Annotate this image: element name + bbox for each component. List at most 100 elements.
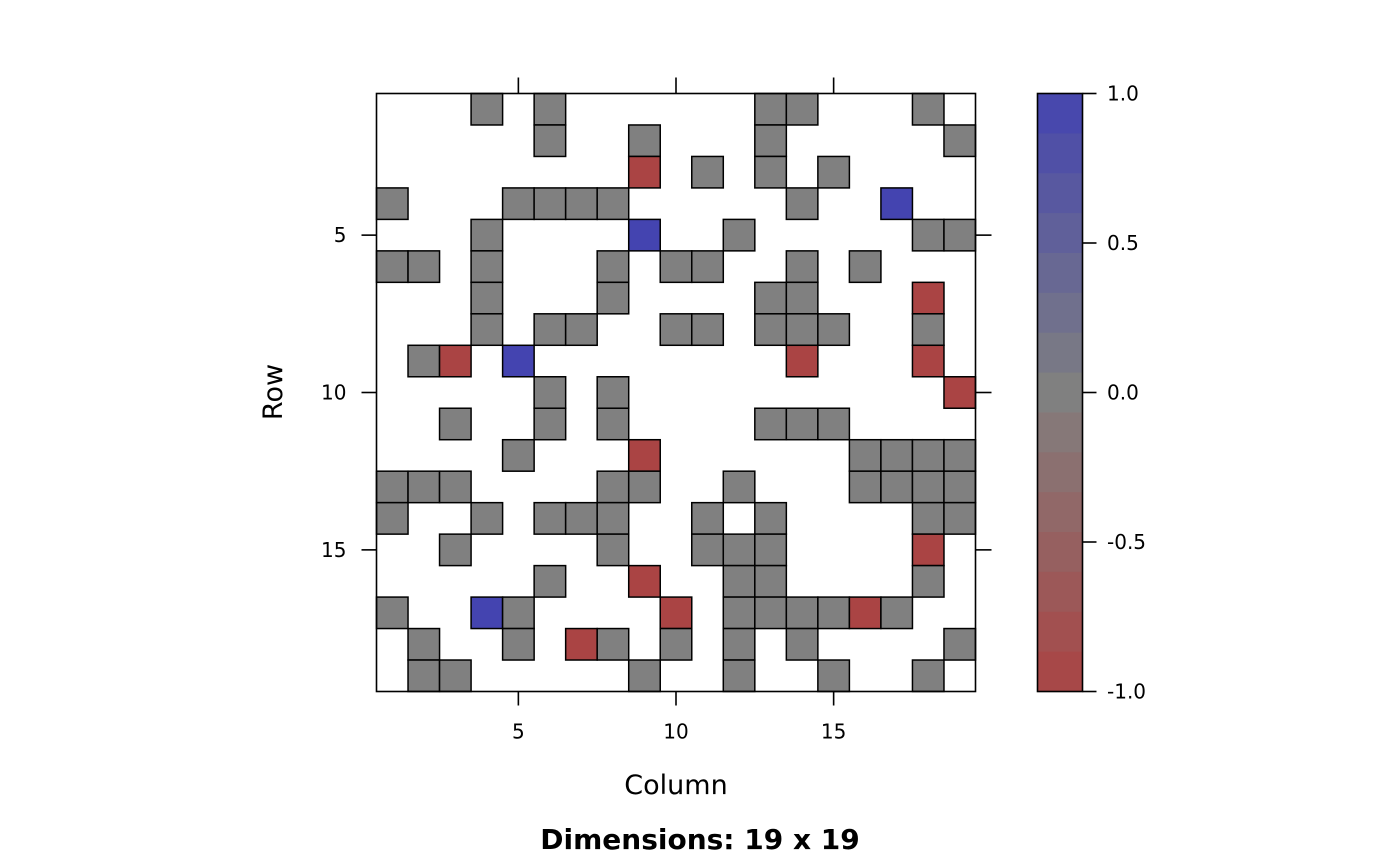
heatmap-cell [596,627,630,661]
heatmap-cell [627,659,661,693]
colorbar-swatch [1037,532,1083,573]
heatmap-cell [754,596,788,630]
heatmap-cell [596,407,630,441]
heatmap-cell [659,313,693,347]
y-tick-label: 5 [334,223,347,247]
x-tick-label: 10 [663,720,688,744]
heatmap-cell [754,124,788,158]
colorbar-swatch [1037,332,1083,374]
x-tick-label: 15 [821,720,846,744]
colorbar-tick-label: -0.5 [1107,530,1146,554]
heatmap-cell [911,533,945,567]
heatmap-cell [375,250,409,284]
heatmap-cell [754,92,788,126]
y-tick-label: 15 [321,538,346,562]
heatmap-cell [501,596,535,630]
heatmap-cell [596,187,630,221]
heatmap-cell [533,187,567,221]
heatmap-cell [722,659,756,693]
heatmap-cell [911,281,945,315]
heatmap-cell [501,627,535,661]
colorbar-swatch [1037,133,1083,174]
heatmap-cell [375,501,409,535]
colorbar-swatch [1037,252,1083,294]
heatmap-cell [754,313,788,347]
heatmap-cell [817,407,851,441]
heatmap-cell [438,533,472,567]
colorbar: 1.0 0.5 0.0 -0.5 -1.0 [1036,82,1146,704]
heatmap-cell [627,470,661,504]
x-tick-label: 5 [512,720,525,744]
heatmap-cell [564,187,598,221]
heatmap-cell [880,187,914,221]
colorbar-swatch [1037,173,1083,214]
heatmap-cell [722,627,756,661]
heatmap-cell [470,92,504,126]
heatmap-cell [785,627,819,661]
heatmap-cell [785,344,819,378]
heatmap-cell [659,627,693,661]
colorbar-swatch [1037,412,1083,453]
heatmap-cell [880,438,914,472]
heatmap-cell [596,376,630,409]
heatmap-cell [533,564,567,598]
heatmap-cell [533,92,567,126]
colorbar-swatch [1037,571,1083,613]
heatmap-cell [848,250,882,284]
heatmap-cell [627,124,661,158]
heatmap-cell [754,281,788,315]
heatmap-cell [691,250,725,284]
heatmap-cell [911,313,945,347]
heatmap-cell [533,124,567,158]
heatmap-cell [407,344,441,378]
heatmap-cell [943,627,977,661]
heatmap-cell [911,92,945,126]
heatmap-cell [785,187,819,221]
heatmap-cell [754,155,788,189]
heatmap-cell [754,501,788,535]
heatmap-cell [785,313,819,347]
heatmap-cell [691,155,725,189]
colorbar-tick-label: -1.0 [1107,680,1146,704]
heatmap-cell [470,501,504,535]
heatmap-cell [911,659,945,693]
heatmap-cell [627,438,661,472]
heatmap-cell [754,533,788,567]
heatmap-cell [785,281,819,315]
heatmap-cell [533,313,567,347]
heatmap-cell [470,218,504,252]
x-axis-title: Column [624,770,727,801]
heatmap-cell [722,218,756,252]
heatmap-cell [407,627,441,661]
y-tick-label: 10 [321,381,346,405]
colorbar-swatch [1037,213,1083,254]
heatmap-cell [533,501,567,535]
heatmap-cell [880,596,914,630]
heatmap-cell [438,344,472,378]
heatmap-cell [407,659,441,693]
heatmap-cell [911,470,945,504]
heatmap-cell [848,596,882,630]
heatmap-cell [943,470,977,504]
heatmap-cell [691,501,725,535]
heatmap-cell [943,124,977,158]
heatmap-cell [596,533,630,567]
heatmap-cell [911,344,945,378]
heatmap-cell [501,344,535,378]
heatmap-cell [722,564,756,598]
heatmap-cell [691,313,725,347]
heatmap-cell [533,407,567,441]
colorbar-swatch [1037,93,1083,134]
heatmap-cell [785,250,819,284]
heatmap-cell [659,596,693,630]
colorbar-swatch [1037,611,1083,653]
heatmap-cell [911,564,945,598]
colorbar-swatch [1037,292,1083,334]
heatmap-cell [470,250,504,284]
heatmap-cell [817,596,851,630]
heatmap-cell [817,313,851,347]
heatmap-cell [754,564,788,598]
heatmap-cell [596,281,630,315]
heatmap-cell [407,250,441,284]
